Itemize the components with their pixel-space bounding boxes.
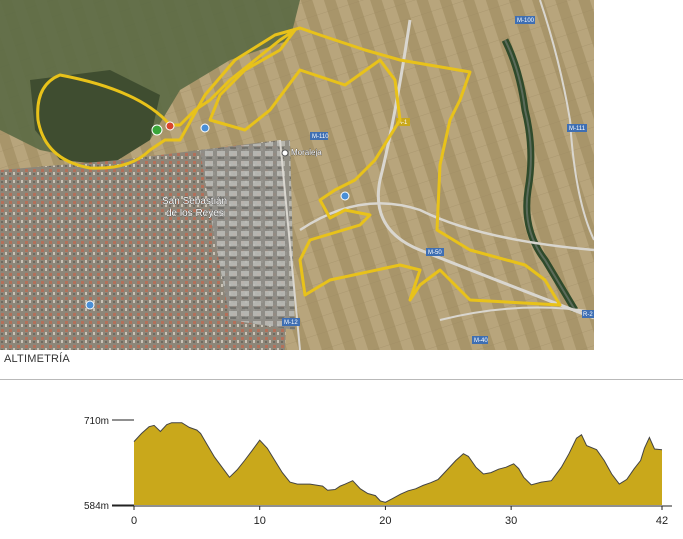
y-tick-label: 710m — [84, 416, 109, 427]
road-labels: M-100 M-111 M-50 M-12 A-1 M-40 R-2 M-110 — [282, 16, 594, 344]
route-map-svg: M-100 M-111 M-50 M-12 A-1 M-40 R-2 M-110… — [0, 0, 594, 350]
elevation-line — [133, 422, 663, 503]
start-marker[interactable] — [151, 124, 163, 136]
x-tick-label: 20 — [379, 515, 391, 527]
poi-marker[interactable] — [85, 300, 95, 310]
svg-text:M-110: M-110 — [312, 134, 329, 140]
route-map[interactable]: M-100 M-111 M-50 M-12 A-1 M-40 R-2 M-110… — [0, 0, 594, 350]
town-label-line2: de los Reyes — [166, 208, 224, 219]
highway-m12 — [279, 139, 301, 350]
elevation-area — [134, 422, 662, 505]
highway-r2 — [439, 306, 594, 321]
route-line — [36, 26, 562, 307]
section-divider — [0, 379, 683, 380]
x-tick-label: 10 — [254, 515, 266, 527]
x-tick-label: 30 — [505, 515, 517, 527]
x-tick-label: 42 — [656, 515, 668, 527]
svg-text:M-50: M-50 — [428, 250, 442, 256]
highway-m111 — [539, 0, 594, 241]
poi-marker[interactable] — [281, 149, 289, 157]
svg-text:M-100: M-100 — [517, 18, 535, 24]
finish-marker[interactable] — [165, 121, 175, 131]
highway-m40 — [299, 202, 594, 252]
highway-a1 — [376, 19, 594, 320]
river — [504, 39, 576, 311]
elevation-profile: 0 10 20 30 42 710m 584m — [0, 380, 683, 534]
y-tick-label: 584m — [84, 501, 109, 512]
poi-marker[interactable] — [200, 123, 210, 133]
industrial-area — [200, 140, 295, 330]
svg-text:M-12: M-12 — [284, 320, 298, 326]
poi-label: Moraleja — [291, 148, 322, 157]
svg-text:M-111: M-111 — [569, 126, 586, 132]
svg-text:R-2: R-2 — [583, 312, 593, 318]
svg-text:M-40: M-40 — [474, 338, 488, 344]
x-tick-label: 0 — [131, 515, 137, 527]
section-title: ALTIMETRÍA — [4, 353, 70, 365]
poi-marker[interactable] — [340, 191, 350, 201]
svg-text:A-1: A-1 — [398, 120, 408, 126]
town-label-line1: San Sebastián — [162, 196, 227, 207]
elevation-chart: 0 10 20 30 42 710m 584m — [84, 416, 672, 527]
